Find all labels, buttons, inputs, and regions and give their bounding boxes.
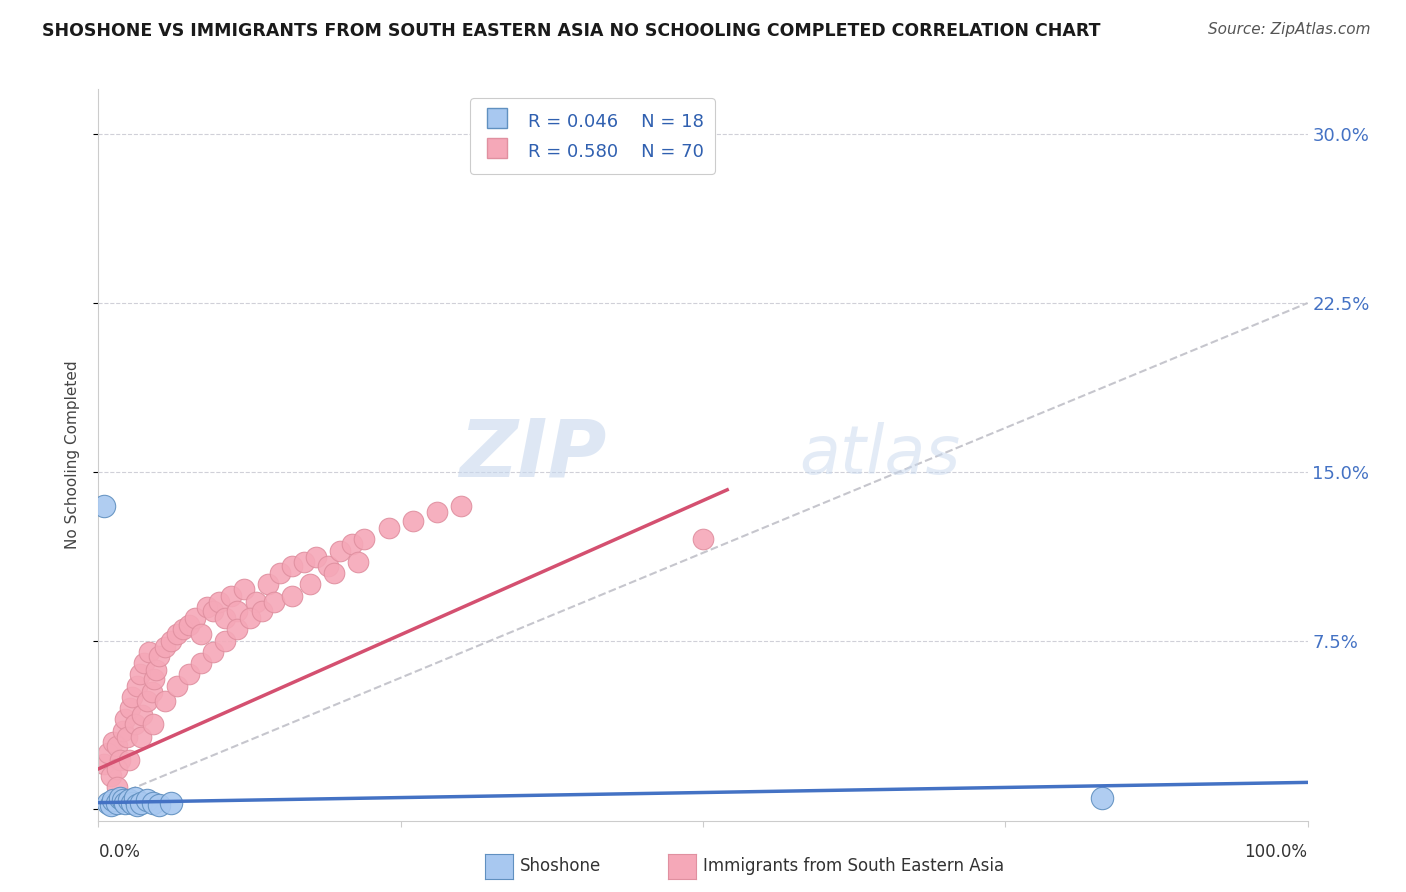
Point <box>105 780 128 794</box>
Point <box>245 595 267 609</box>
Legend: R = 0.046    N = 18, R = 0.580    N = 70: R = 0.046 N = 18, R = 0.580 N = 70 <box>470 98 714 174</box>
Point <box>142 796 165 810</box>
Point <box>214 611 236 625</box>
Point <box>145 663 167 677</box>
Point <box>377 521 399 535</box>
Text: Shoshone: Shoshone <box>520 857 602 875</box>
Point <box>143 672 166 686</box>
Point <box>342 537 364 551</box>
Point <box>111 793 134 807</box>
Point <box>128 667 150 681</box>
Point <box>226 623 249 637</box>
Point <box>118 793 141 807</box>
Point <box>93 499 115 513</box>
Point <box>101 735 124 749</box>
Point <box>195 599 218 614</box>
Point <box>692 533 714 547</box>
Point <box>190 656 212 670</box>
Point <box>299 577 322 591</box>
Point <box>138 645 160 659</box>
Point <box>97 746 120 760</box>
Point <box>263 595 285 609</box>
Point <box>101 793 124 807</box>
Point <box>111 723 134 738</box>
Point <box>108 791 131 805</box>
Text: 0.0%: 0.0% <box>98 843 141 861</box>
Point <box>124 791 146 805</box>
Point <box>166 679 188 693</box>
Point <box>97 796 120 810</box>
Point <box>402 514 425 528</box>
Point <box>184 611 207 625</box>
Point <box>127 679 149 693</box>
Text: 100.0%: 100.0% <box>1244 843 1308 861</box>
Point <box>160 633 183 648</box>
Point <box>124 717 146 731</box>
Text: SHOSHONE VS IMMIGRANTS FROM SOUTH EASTERN ASIA NO SCHOOLING COMPLETED CORRELATIO: SHOSHONE VS IMMIGRANTS FROM SOUTH EASTER… <box>42 22 1101 40</box>
Point <box>232 582 254 596</box>
Point <box>281 589 304 603</box>
Point <box>208 595 231 609</box>
Point <box>129 731 152 745</box>
Point <box>105 739 128 754</box>
Point <box>202 645 225 659</box>
Point <box>131 707 153 722</box>
Point <box>179 667 201 681</box>
Point <box>114 796 136 810</box>
Point <box>118 701 141 715</box>
Point <box>323 566 346 580</box>
Point <box>148 649 170 664</box>
Point <box>202 604 225 618</box>
Y-axis label: No Schooling Completed: No Schooling Completed <box>65 360 80 549</box>
Point <box>226 604 249 618</box>
Point <box>121 796 143 810</box>
Point <box>305 550 328 565</box>
Point <box>105 796 128 810</box>
Point <box>153 694 176 708</box>
Text: ZIP: ZIP <box>458 416 606 494</box>
Point <box>129 796 152 810</box>
Point <box>100 769 122 783</box>
Text: Immigrants from South Eastern Asia: Immigrants from South Eastern Asia <box>703 857 1004 875</box>
Point <box>179 617 201 632</box>
Point <box>250 604 273 618</box>
Point <box>450 499 472 513</box>
Point <box>316 559 339 574</box>
Point <box>148 797 170 812</box>
Point <box>353 533 375 547</box>
Point <box>292 555 315 569</box>
Point <box>347 555 370 569</box>
Point <box>172 623 194 637</box>
Point <box>239 611 262 625</box>
Point <box>190 627 212 641</box>
Point <box>160 796 183 810</box>
Point <box>108 753 131 767</box>
Point <box>256 577 278 591</box>
Point <box>114 712 136 726</box>
Point <box>121 690 143 704</box>
Point <box>105 762 128 776</box>
Point <box>135 694 157 708</box>
Point <box>221 589 243 603</box>
Point <box>153 640 176 655</box>
Point <box>1091 791 1114 805</box>
Point <box>127 797 149 812</box>
Point <box>117 731 139 745</box>
Point <box>166 627 188 641</box>
Point <box>100 797 122 812</box>
Point <box>135 793 157 807</box>
Point <box>214 633 236 648</box>
Point <box>93 757 115 772</box>
Text: Source: ZipAtlas.com: Source: ZipAtlas.com <box>1208 22 1371 37</box>
Point <box>118 753 141 767</box>
Point <box>134 656 156 670</box>
Point <box>142 717 165 731</box>
Point <box>426 505 449 519</box>
Point <box>281 559 304 574</box>
Text: atlas: atlas <box>800 422 960 488</box>
Point <box>329 543 352 558</box>
Point <box>141 685 163 699</box>
Point <box>269 566 291 580</box>
